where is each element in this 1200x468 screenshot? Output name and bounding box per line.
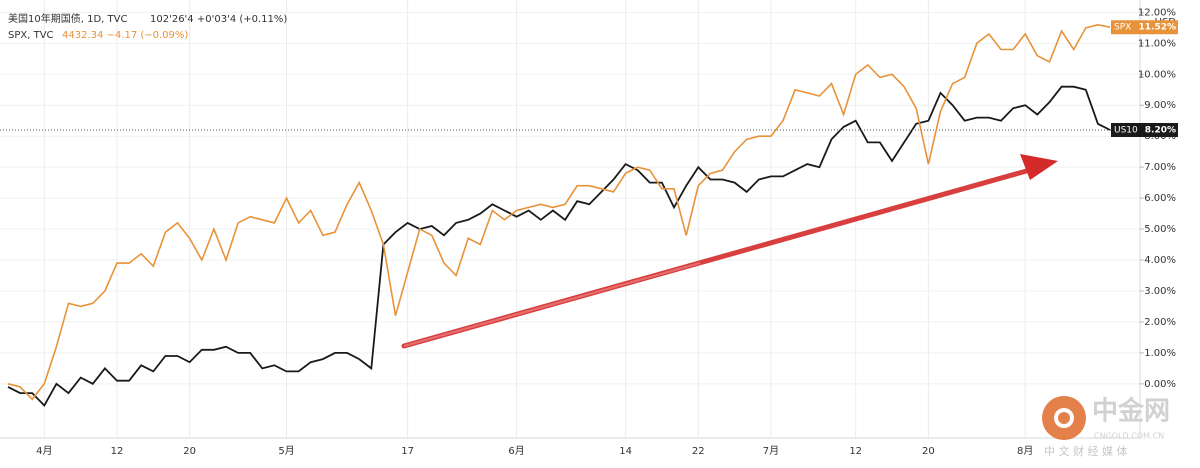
x-tick-label: 17 [401,446,414,457]
x-tick-label: 5月 [278,445,294,457]
x-tick-label: 12 [849,446,862,457]
y-tick-label: 0.00% [1144,379,1176,390]
x-tick-label: 6月 [508,445,524,457]
x-tick-label: 14 [619,446,632,457]
watermark-logo [1058,412,1070,424]
y-tick-label: 7.00% [1144,162,1176,173]
watermark-slogan: 中 文 财 经 媒 体 [1044,444,1127,458]
trend-arrow [401,154,1058,349]
watermark: 中金网 CNGOLD.COM.CN 中 文 财 经 媒 体 [1042,396,1170,458]
x-tick-label: 20 [922,446,935,457]
lines [0,23,1140,407]
end-tag-symbol: SPX [1114,23,1131,33]
legend-quote: 4432.34 −4.17 (−0.09%) [62,30,188,41]
y-tick-label: 10.00% [1138,69,1176,80]
end-tag [1111,20,1178,35]
legend-quote: 102'26'4 +0'03'4 (+0.11%) [150,14,287,25]
x-tick-label: 20 [183,446,196,457]
end-tag-label: 11.52% [1139,23,1177,33]
x-tick-label: 7月 [763,445,779,457]
legend-name: 美国10年期国债, 1D, TVC [8,12,127,25]
series-line [7,85,1111,407]
watermark-domain: CNGOLD.COM.CN [1094,432,1164,441]
end-tag-symbol: US10 [1114,126,1138,136]
y-tick-label: 12.00% [1138,7,1176,18]
x-tick-label: 8月 [1017,445,1033,457]
y-tick-label: 3.00% [1144,286,1176,297]
y-tick-label: 9.00% [1144,100,1176,111]
grid [0,0,1140,438]
x-tick-label: 4月 [36,445,52,457]
x-tick-label: 22 [692,446,705,457]
end-tag-label: 8.20% [1145,126,1176,136]
y-tick-label: 6.00% [1144,193,1176,204]
end-tag [1111,123,1178,138]
watermark-brand: 中金网 [1092,396,1170,427]
y-tick-label: 2.00% [1144,317,1176,328]
x-tick-label: 12 [111,446,124,457]
legend-name: SPX, TVC [8,30,54,41]
y-tick-label: 1.00% [1144,348,1176,359]
y-tick-label: 11.00% [1138,38,1176,49]
y-tick-label: 4.00% [1144,255,1176,266]
y-tick-label: 5.00% [1144,224,1176,235]
series-line [7,23,1111,401]
